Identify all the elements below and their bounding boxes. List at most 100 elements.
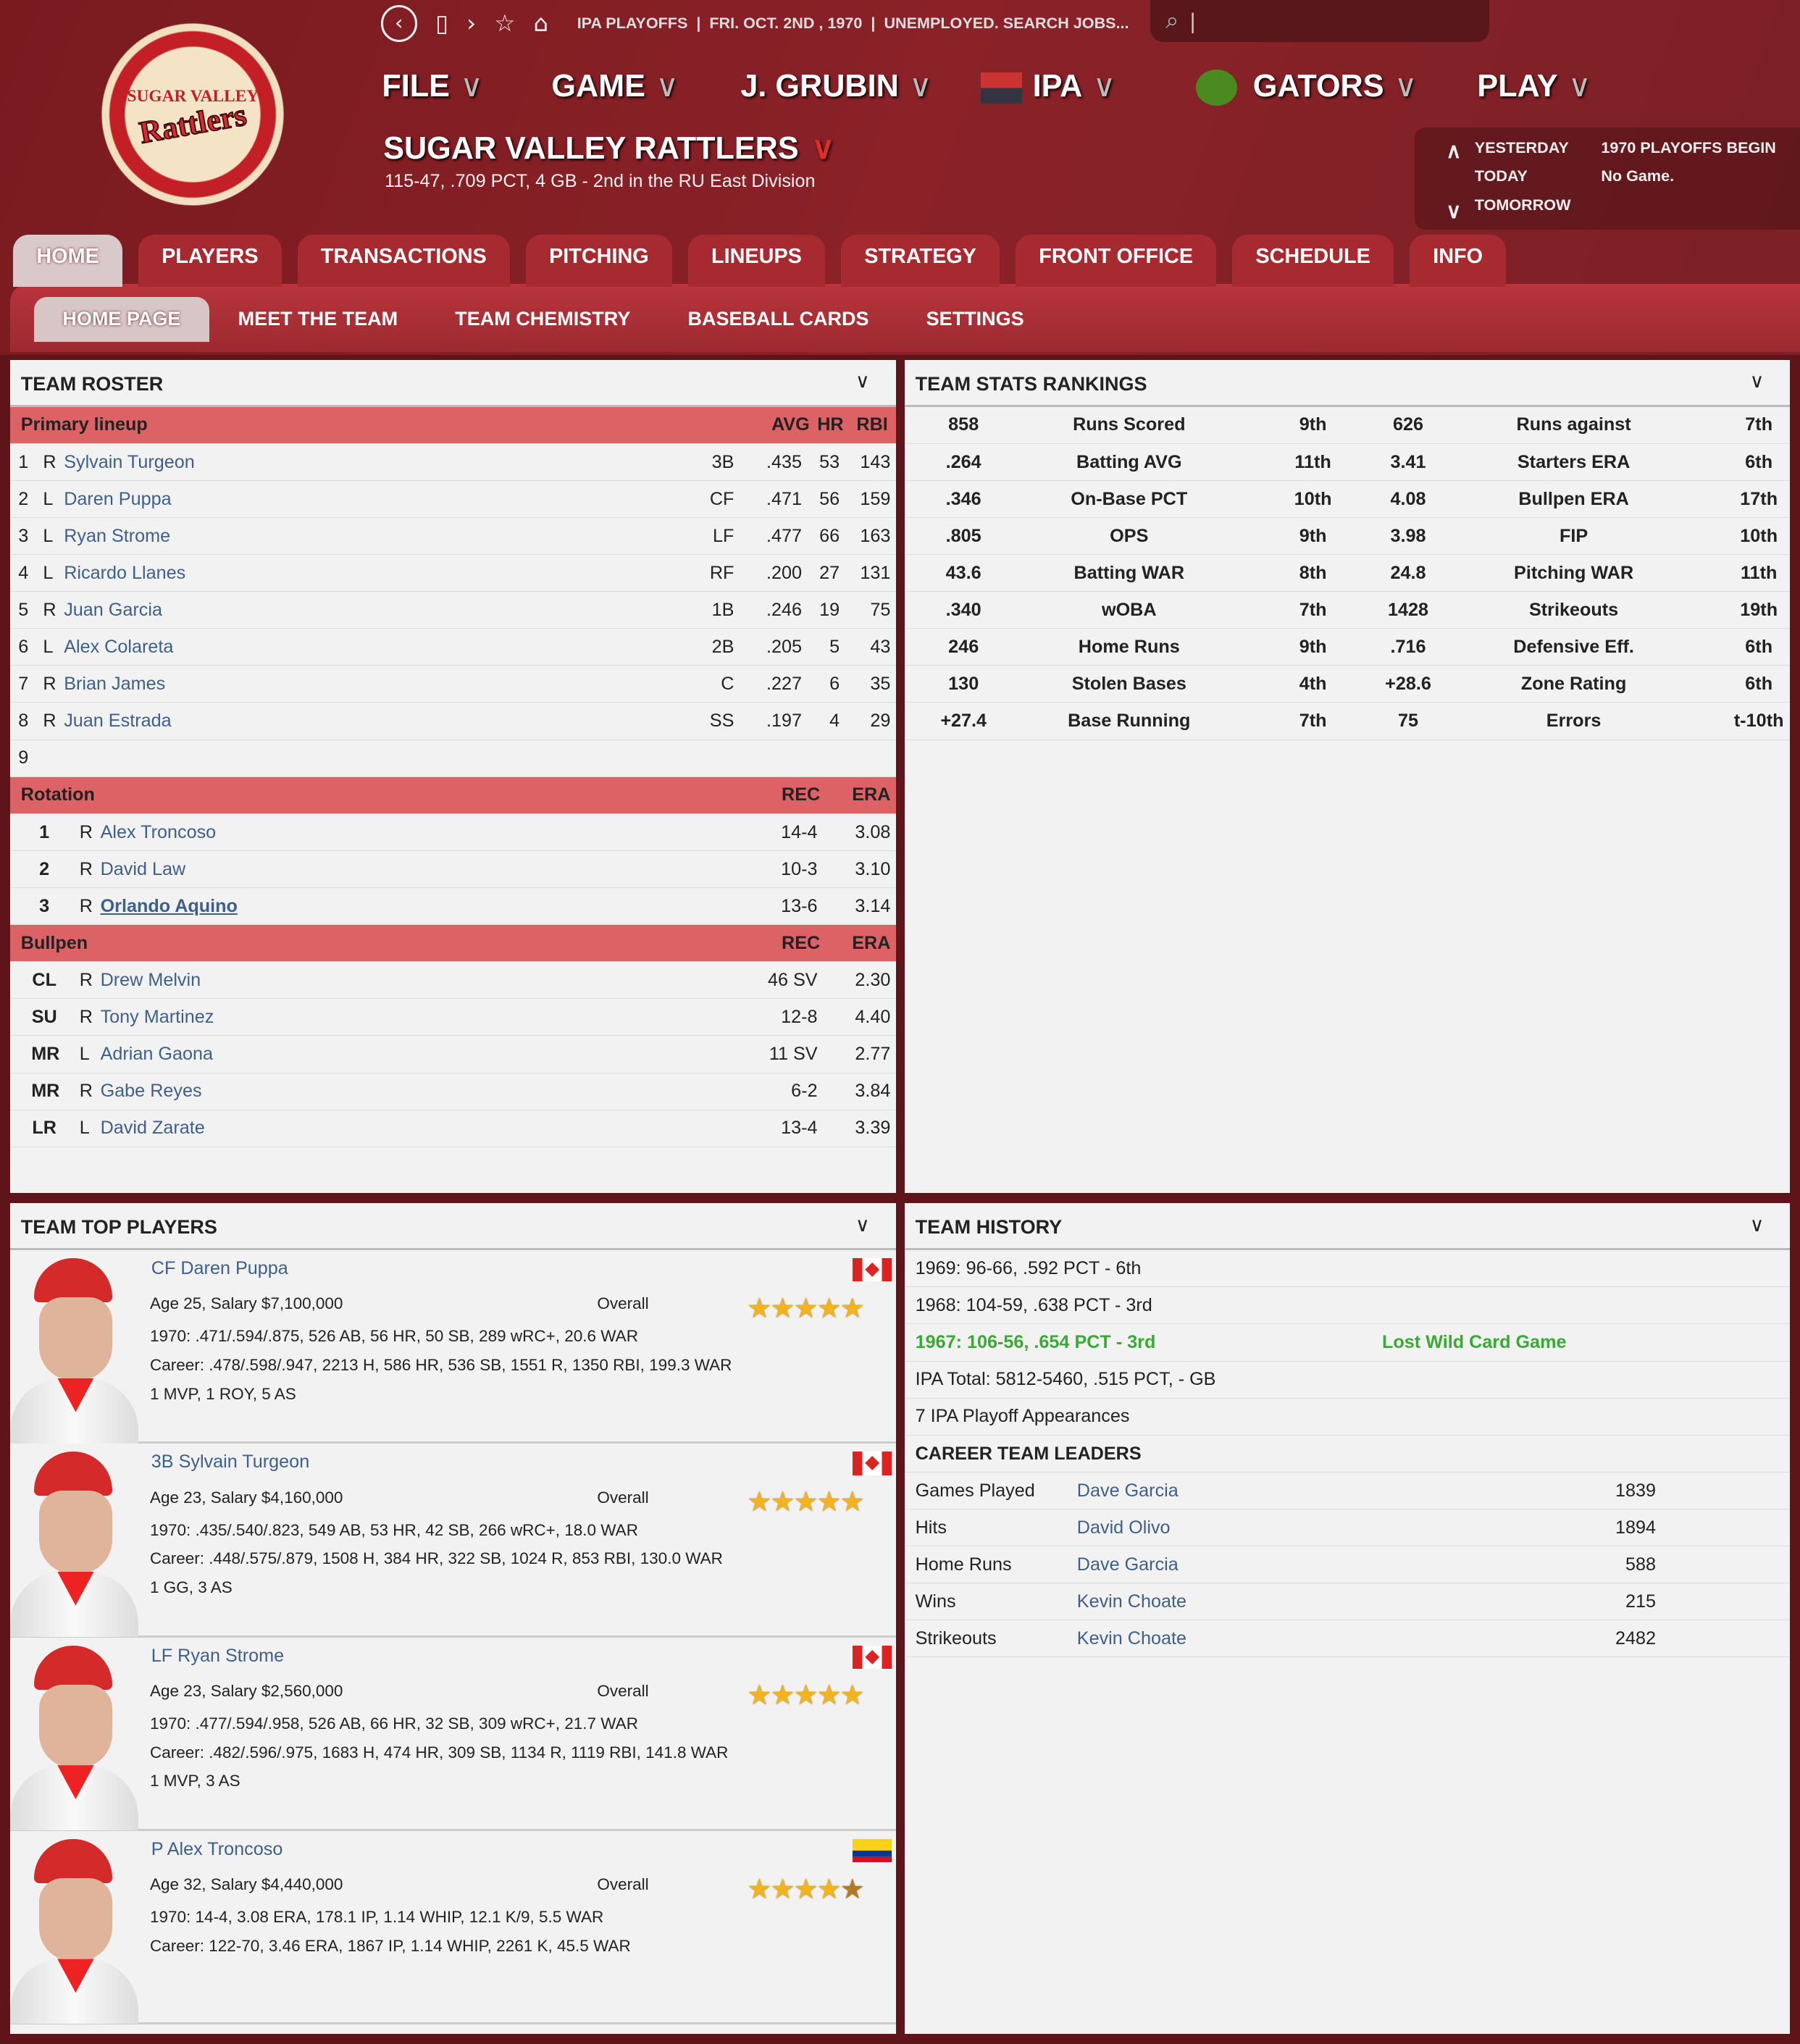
rank: 6th	[1745, 637, 1773, 658]
player-name-link[interactable]: P Alex Troncoso	[151, 1838, 283, 1859]
tab-strategy[interactable]: STRATEGY	[840, 235, 1000, 287]
team-title[interactable]: SUGAR VALLEY RATTLERS ∨	[383, 130, 834, 167]
leader-name-link[interactable]: Kevin Choate	[1076, 1591, 1187, 1612]
player-photo[interactable]	[10, 1257, 138, 1444]
search-input[interactable]: ⌕ |	[1150, 0, 1489, 42]
player-photo[interactable]	[10, 1452, 138, 1637]
value: +28.6	[1385, 674, 1431, 695]
leader-name-link[interactable]: Dave Garcia	[1076, 1480, 1179, 1501]
player-link[interactable]: Ryan Strome	[64, 525, 171, 546]
handedness: L	[43, 488, 54, 509]
tab-front-office[interactable]: FRONT OFFICE	[1015, 235, 1217, 287]
player-name-link[interactable]: CF Daren Puppa	[151, 1257, 288, 1278]
menu-file[interactable]: FILE ∨	[382, 68, 483, 104]
season-stats: 1970: .477/.594/.958, 526 AB, 66 HR, 32 …	[149, 1714, 638, 1733]
tab-schedule[interactable]: SCHEDULE	[1232, 235, 1394, 287]
menu-label: FILE	[382, 68, 450, 104]
star-icon[interactable]: ☆	[494, 9, 516, 38]
tab-players[interactable]: PLAYERS	[138, 235, 282, 287]
player-link[interactable]: David Law	[100, 858, 186, 879]
position: 1B	[711, 599, 734, 620]
tab-pitching[interactable]: PITCHING	[525, 235, 673, 287]
avg: .246	[766, 599, 802, 620]
player-photo[interactable]	[10, 1838, 138, 2024]
leader-row: Home Runs Dave Garcia 588	[905, 1546, 1791, 1584]
player-link[interactable]: Sylvain Turgeon	[64, 451, 195, 472]
canada-flag-icon	[853, 1257, 892, 1282]
rank: 8th	[1299, 562, 1327, 583]
breadcrumb[interactable]: IPA PLAYOFFS | FRI. OCT. 2ND , 1970 | UN…	[577, 14, 1129, 33]
leader-name-link[interactable]: Kevin Choate	[1076, 1628, 1187, 1649]
stat: Home Runs	[1078, 637, 1180, 658]
menu-game[interactable]: GAME ∨	[551, 68, 679, 104]
leader-name-link[interactable]: Dave Garcia	[1076, 1554, 1179, 1575]
star-icon: ★	[840, 1293, 865, 1324]
player-name-link[interactable]: 3B Sylvain Turgeon	[151, 1452, 310, 1473]
subtab-team-chemistry[interactable]: TEAM CHEMISTRY	[427, 297, 659, 341]
stat: Batting WAR	[1073, 562, 1185, 583]
career-stats: Career: .448/.575/.879, 1508 H, 384 HR, …	[149, 1549, 723, 1568]
tab-lineups[interactable]: LINEUPS	[687, 235, 826, 287]
team-logo[interactable]: SUGAR VALLEY Rattlers	[101, 23, 285, 206]
rbi: 163	[860, 525, 891, 546]
section-header: Bullpen REC ERA	[10, 925, 896, 963]
tab-home[interactable]: HOME	[13, 235, 123, 287]
subtab-baseball-cards[interactable]: BASEBALL CARDS	[659, 297, 897, 341]
menu-manager[interactable]: J. GRUBIN ∨	[740, 68, 932, 104]
menu-play[interactable]: PLAY ∨	[1477, 68, 1591, 104]
tab-transactions[interactable]: TRANSACTIONS	[297, 235, 511, 287]
chevron-down-icon[interactable]: ∨	[855, 370, 870, 393]
chevron-down-icon[interactable]: ∨	[1749, 1213, 1765, 1236]
lineup-row: 9	[10, 740, 896, 777]
menu-league[interactable]: IPA ∨	[980, 68, 1115, 104]
leader-row: Strikeouts Kevin Choate 2482	[905, 1620, 1791, 1658]
player-link[interactable]: Adrian Gaona	[100, 1044, 214, 1065]
chevron-up-icon[interactable]: ∧	[1446, 139, 1462, 163]
stat: wOBA	[1102, 599, 1157, 620]
subtab-home-page[interactable]: HOME PAGE	[33, 297, 209, 342]
forward-icon[interactable]: ›	[466, 9, 477, 38]
season-stats: 1970: 14-4, 3.08 ERA, 178.1 IP, 1.14 WHI…	[149, 1908, 604, 1927]
player-link[interactable]: Brian James	[64, 674, 166, 695]
player-link[interactable]: Daren Puppa	[64, 488, 172, 509]
ranking-row: 858 Runs Scored 9th 626 Runs against 7th	[905, 407, 1791, 444]
back-icon[interactable]: ‹	[380, 5, 417, 42]
tomorrow-label[interactable]: TOMORROW	[1474, 195, 1571, 214]
player-link[interactable]: Gabe Reyes	[100, 1081, 202, 1102]
handedness: L	[79, 1044, 90, 1065]
bookmark-icon[interactable]: ▯	[435, 9, 448, 38]
player-link[interactable]: David Zarate	[100, 1118, 205, 1139]
player-link[interactable]: Ricardo Llanes	[64, 562, 186, 583]
chevron-down-icon[interactable]: ∨	[1446, 199, 1462, 223]
chevron-down-icon: ∨	[811, 131, 835, 166]
tab-info[interactable]: INFO	[1409, 235, 1507, 287]
lineup-row: 5 R Juan Garcia 1B .246 19 75	[10, 592, 896, 629]
position: C	[721, 674, 734, 695]
ranking-row: 246 Home Runs 9th .716 Defensive Eff. 6th	[905, 629, 1791, 666]
player-link[interactable]: Alex Colareta	[64, 637, 174, 658]
yesterday-label[interactable]: YESTERDAY	[1474, 138, 1569, 156]
player-link[interactable]: Orlando Aquino	[100, 895, 238, 916]
home-icon[interactable]: ⌂	[533, 9, 549, 38]
subtab-meet-the-team[interactable]: MEET THE TEAM	[209, 297, 427, 341]
player-link[interactable]: Drew Melvin	[100, 970, 201, 991]
player-photo[interactable]	[10, 1645, 138, 1831]
handedness: R	[79, 858, 93, 879]
hr: 27	[819, 562, 840, 583]
rank: 10th	[1294, 488, 1332, 509]
player-link[interactable]: Juan Garcia	[64, 599, 162, 620]
era: 3.10	[855, 858, 891, 879]
star-rating: ★★★★★	[747, 1873, 864, 1906]
chevron-down-icon[interactable]: ∨	[1749, 370, 1765, 393]
player-link[interactable]: Tony Martinez	[100, 1007, 214, 1028]
player-name-link[interactable]: LF Ryan Strome	[151, 1645, 285, 1666]
leader-name-link[interactable]: David Olivo	[1076, 1517, 1171, 1538]
subtab-settings[interactable]: SETTINGS	[897, 297, 1052, 341]
today-label[interactable]: TODAY	[1474, 167, 1528, 185]
player-link[interactable]: Alex Troncoso	[100, 821, 217, 842]
menu-team[interactable]: GATORS ∨	[1195, 68, 1418, 106]
player-link[interactable]: Juan Estrada	[64, 711, 172, 732]
handedness: R	[79, 895, 93, 916]
chevron-down-icon[interactable]: ∨	[855, 1213, 870, 1236]
